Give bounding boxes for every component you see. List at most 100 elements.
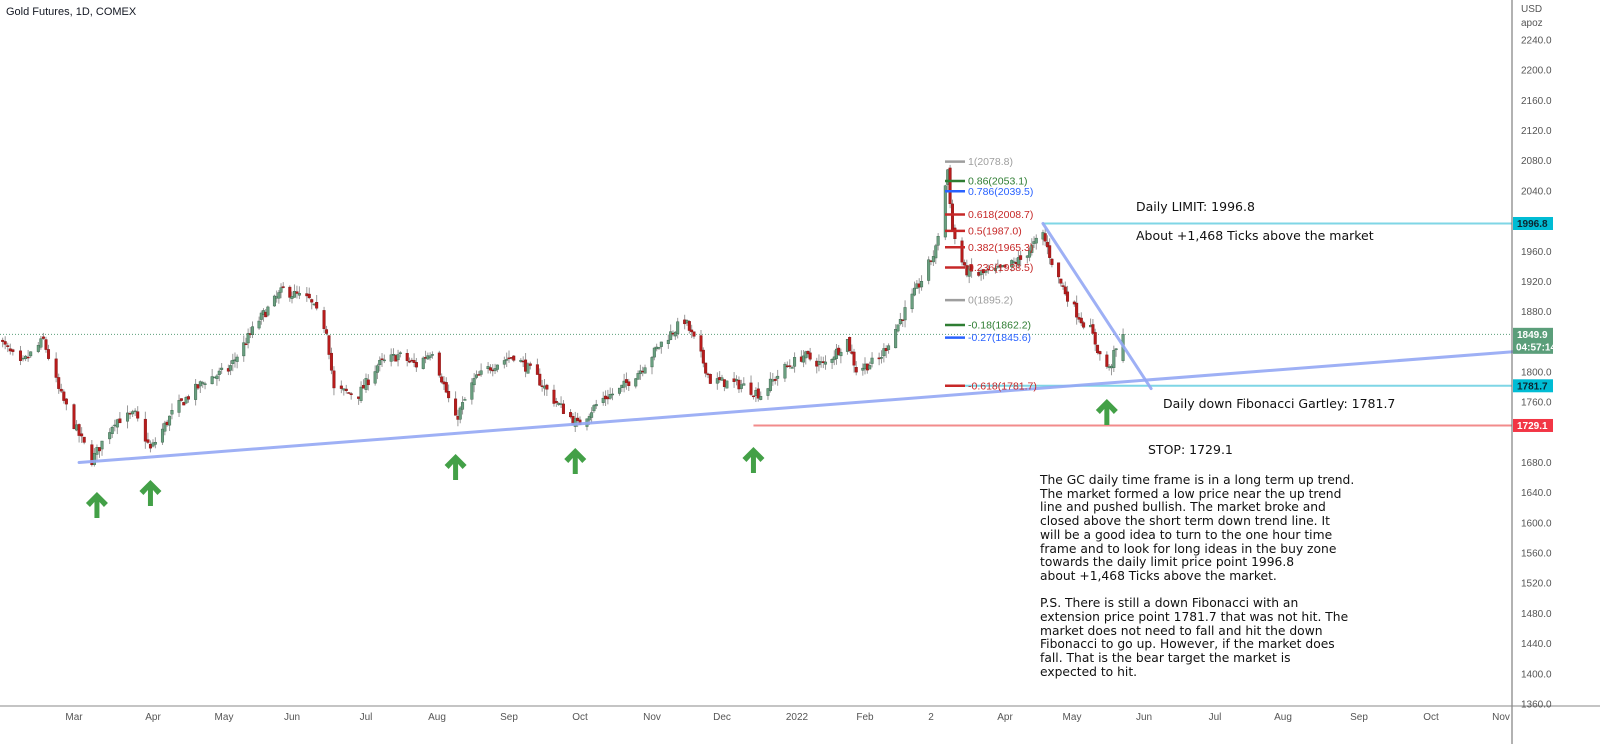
- price-axis[interactable]: 2240.0 2200.0 2160.0 2120.0 2080.0 2040.0 1960…: [1521, 36, 1552, 711]
- fib-level-label: 0.382(1965.3): [968, 242, 1033, 254]
- candle-down: [59, 388, 63, 392]
- candle-down: [692, 331, 696, 337]
- candle-up: [290, 296, 294, 299]
- candle-down: [1048, 245, 1052, 258]
- candle-up: [592, 405, 596, 412]
- candle-down: [627, 381, 631, 386]
- candle-down: [901, 319, 905, 321]
- candle-up: [163, 422, 167, 432]
- time-tick-label: May: [1063, 712, 1082, 723]
- fib-level-label: -0.18(1862.2): [968, 320, 1031, 332]
- candle-down: [982, 269, 986, 274]
- candle-down: [325, 329, 329, 334]
- time-tick-label: Dec: [713, 712, 731, 723]
- candle-up: [967, 266, 971, 277]
- candle-down: [339, 385, 343, 389]
- fib-level-label: 0.236(1938.5): [968, 262, 1033, 274]
- stop-annotation: STOP: 1729.1: [1148, 442, 1233, 457]
- candle-down: [47, 349, 51, 359]
- candle-down: [332, 370, 336, 389]
- candle-down: [545, 384, 549, 390]
- time-tick-label: Jun: [284, 712, 300, 723]
- candle-up: [479, 370, 483, 375]
- candle-up: [601, 397, 605, 403]
- candle-up: [198, 381, 202, 387]
- buy-arrow-icon: [742, 447, 765, 473]
- candle-down: [366, 379, 370, 386]
- fib-level-label: -0.618(1781.7): [968, 380, 1037, 392]
- price-tick-label: 1680.0: [1521, 458, 1552, 469]
- time-tick-label: Oct: [1423, 712, 1439, 723]
- candle-down: [136, 411, 140, 419]
- candle-up: [735, 379, 739, 381]
- candle-up: [373, 371, 377, 384]
- candle-up: [817, 361, 821, 366]
- candle-down: [6, 345, 10, 347]
- candle-up: [638, 370, 642, 374]
- candle-up: [590, 412, 594, 418]
- candle-up: [297, 293, 301, 296]
- candle-up: [36, 344, 40, 352]
- down-trendline[interactable]: [1041, 221, 1153, 391]
- candle-down: [315, 302, 319, 309]
- price-tick-label: 1920.0: [1521, 277, 1552, 288]
- candle-up: [359, 386, 363, 401]
- candle-down: [440, 376, 444, 383]
- candle-down: [962, 262, 966, 266]
- fib-level-label: 0(1895.2): [968, 295, 1013, 307]
- candle-up: [887, 345, 891, 350]
- candle-down: [380, 358, 384, 360]
- candle-up: [194, 383, 198, 400]
- price-tick-label: 2040.0: [1521, 186, 1552, 197]
- candle-down: [1043, 233, 1047, 242]
- candle-down: [310, 299, 314, 303]
- candle-up: [421, 357, 425, 369]
- candle-up: [251, 326, 255, 336]
- candle-down: [785, 365, 789, 368]
- limit-annotation: Daily LIMIT: 1996.8: [1136, 199, 1255, 214]
- candle-up: [1114, 348, 1118, 351]
- candle-down: [1045, 241, 1049, 248]
- candle-up: [133, 410, 137, 413]
- buy-arrow-icon: [444, 454, 467, 480]
- candle-down: [1105, 354, 1109, 367]
- candle-up: [659, 341, 663, 347]
- candle-up: [634, 378, 638, 387]
- candle-up: [776, 375, 780, 379]
- fib-level-label: 0.5(1987.0): [968, 225, 1022, 237]
- candle-up: [931, 256, 935, 263]
- candle-up: [229, 365, 233, 371]
- currency-label: USD: [1521, 4, 1542, 15]
- candle-down: [118, 418, 122, 424]
- candle-up: [29, 351, 33, 357]
- stop-price-tag: [1513, 418, 1553, 432]
- candle-down: [11, 349, 15, 352]
- candle-up: [526, 363, 530, 374]
- candle-up: [389, 354, 393, 362]
- candle-up: [650, 357, 654, 368]
- candle-up: [184, 397, 188, 404]
- buy-arrow-icon: [564, 448, 587, 474]
- candle-up: [793, 357, 797, 367]
- candle-down: [8, 348, 12, 352]
- candle-down: [806, 350, 810, 355]
- candle-up: [110, 426, 114, 434]
- time-tick-label: Jun: [1136, 712, 1152, 723]
- candle-down: [488, 367, 492, 371]
- candle-up: [92, 453, 96, 465]
- candle-down: [3, 341, 7, 345]
- scale-mode-label[interactable]: apoz: [1521, 18, 1543, 29]
- candle-down: [554, 401, 558, 403]
- time-axis[interactable]: Mar Apr May Jun Jul Aug Sep Oct Nov Dec 2022 Feb 2 Ap…: [65, 712, 1510, 723]
- candle-up: [201, 382, 205, 384]
- price-tick-label: 2200.0: [1521, 66, 1552, 77]
- time-tick-label: May: [215, 712, 234, 723]
- fib-level-label: 0.618(2008.7): [968, 209, 1033, 221]
- up-trendline[interactable]: [77, 350, 1517, 465]
- candle-up: [168, 415, 172, 426]
- candle-up: [131, 411, 135, 415]
- candle-up: [398, 352, 402, 354]
- candle-up: [266, 306, 270, 316]
- candle-down: [437, 352, 441, 376]
